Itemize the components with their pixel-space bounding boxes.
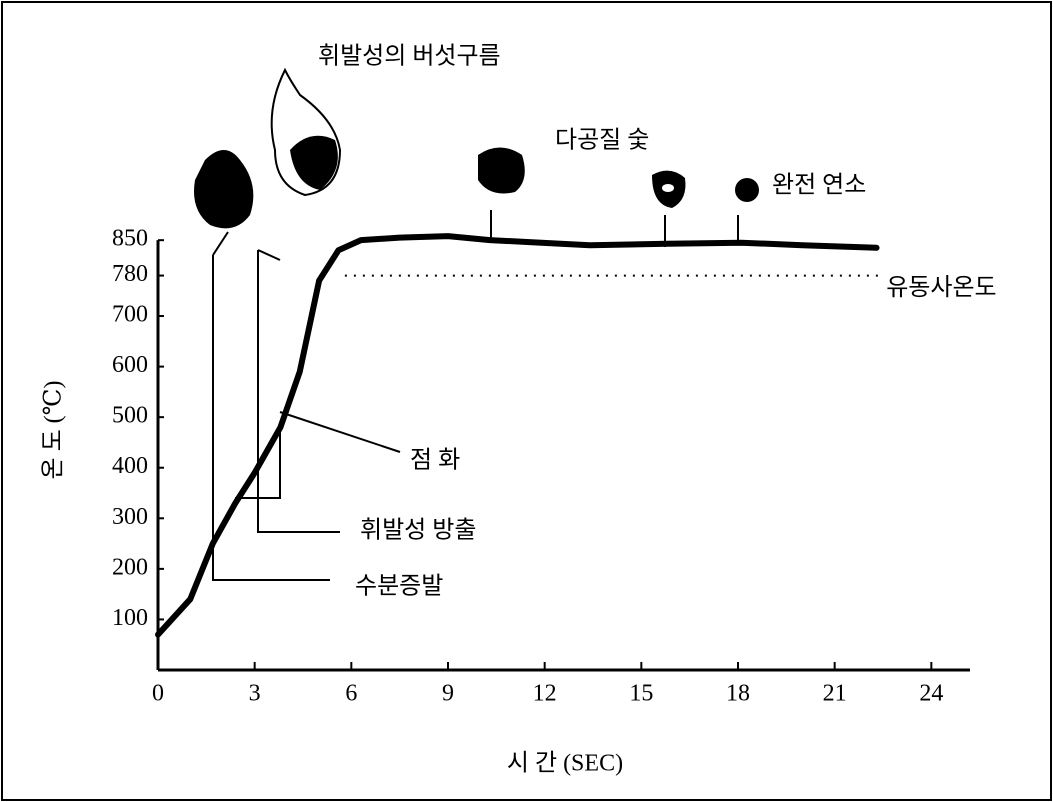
annotation: 점 화 bbox=[410, 447, 460, 474]
x-tick-label: 0 bbox=[152, 681, 164, 707]
reference-label: 유동사온도 bbox=[886, 274, 996, 301]
annotation: 다공질 숯 bbox=[555, 127, 649, 154]
y-tick-label: 780 bbox=[112, 261, 148, 287]
x-tick-label: 24 bbox=[919, 681, 943, 707]
line bbox=[158, 236, 877, 634]
x-tick-label: 3 bbox=[249, 681, 261, 707]
y-axis-label: 온 도 (℃) bbox=[41, 381, 67, 480]
annotation: 휘발성의 버섯구름 bbox=[318, 43, 501, 70]
y-tick-label: 600 bbox=[112, 352, 148, 378]
x-axis-label: 시 간 (SEC) bbox=[507, 750, 623, 777]
annotation: 휘발성 방출 bbox=[360, 517, 476, 544]
x-tick-label: 15 bbox=[629, 681, 653, 707]
x-tick-label: 9 bbox=[442, 681, 454, 707]
annotation: 수분증발 bbox=[355, 573, 443, 600]
x-tick-label: 21 bbox=[823, 681, 847, 707]
x-tick-label: 12 bbox=[533, 681, 557, 707]
y-tick-label: 100 bbox=[112, 605, 148, 631]
annotation: 완전 연소 bbox=[772, 172, 866, 199]
y-tick-label: 300 bbox=[112, 504, 148, 530]
x-tick-label: 6 bbox=[345, 681, 357, 707]
y-tick-label: 400 bbox=[112, 453, 148, 479]
chart: 휘발성의 버섯구름 다공질 숯 완전 연소 점 화 휘발성 방출 수분증발 온 … bbox=[0, 0, 1053, 802]
y-tick-label: 700 bbox=[112, 302, 148, 328]
y-tick-label: 500 bbox=[112, 403, 148, 429]
x-tick-label: 18 bbox=[726, 681, 750, 707]
y-tick-label: 850 bbox=[112, 226, 148, 252]
illustrations bbox=[194, 70, 759, 228]
y-tick-label: 200 bbox=[112, 554, 148, 580]
